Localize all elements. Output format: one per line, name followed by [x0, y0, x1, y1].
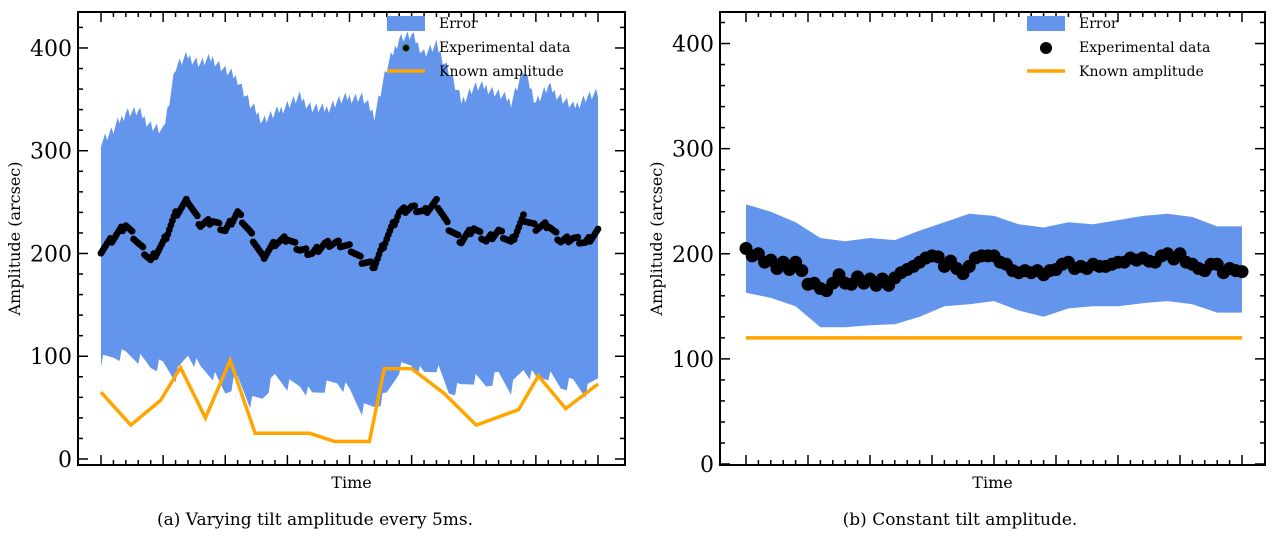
- legend-swatch-error: [387, 16, 425, 31]
- legend-label-data: Experimental data: [439, 40, 570, 56]
- known-amplitude-line: [99, 355, 600, 444]
- data-point: [139, 243, 147, 251]
- y-tick-label: 300: [30, 140, 72, 165]
- data-point: [443, 218, 451, 226]
- data-point: [302, 245, 310, 253]
- data-point: [346, 241, 353, 248]
- data-point: [248, 229, 256, 237]
- data-point: [476, 228, 484, 236]
- error-band: [746, 204, 1242, 328]
- y-tick-label: 0: [700, 453, 714, 478]
- legend: Error Experimental data Known amplitude: [387, 16, 570, 80]
- x-axis-title: Time: [331, 473, 371, 492]
- data-point: [574, 233, 582, 241]
- data-point: [530, 220, 538, 228]
- legend-label-error: Error: [439, 16, 478, 32]
- y-tick-label: 100: [30, 345, 72, 370]
- experimental-data-points: [97, 195, 602, 272]
- y-axis-title: Amplitude (arcsec): [647, 161, 666, 316]
- caption-b: (b) Constant tilt amplitude.: [842, 510, 1078, 530]
- experimental-data-points: [739, 242, 1249, 298]
- data-point: [931, 250, 945, 264]
- y-tick-label: 400: [30, 37, 72, 62]
- axes-frame: [77, 11, 626, 466]
- data-point: [128, 227, 136, 235]
- data-point: [1235, 265, 1249, 279]
- axes-frame: [719, 11, 1266, 466]
- legend-swatch-error: [1027, 16, 1065, 31]
- data-point: [291, 239, 299, 246]
- data-point: [552, 228, 560, 236]
- data-point: [357, 252, 364, 260]
- y-tick-label: 200: [30, 242, 72, 267]
- y-tick-label: 200: [672, 243, 714, 268]
- error-band: [101, 31, 598, 416]
- data-point: [594, 225, 602, 233]
- data-point: [193, 212, 201, 220]
- data-point: [520, 211, 527, 219]
- legend-label-known: Known amplitude: [1079, 64, 1204, 80]
- x-axis-title: Time: [972, 473, 1012, 492]
- data-point: [215, 219, 223, 227]
- y-tick-label: 300: [672, 138, 714, 163]
- data-point: [454, 231, 462, 239]
- y-axis-title: Amplitude (arcsec): [5, 161, 24, 316]
- legend-marker-data: [1040, 42, 1052, 54]
- data-point: [411, 202, 419, 210]
- legend-label-known: Known amplitude: [439, 64, 564, 80]
- legend-label-data: Experimental data: [1079, 40, 1210, 56]
- y-tick-label: 100: [672, 348, 714, 373]
- y-tick-label: 400: [672, 33, 714, 58]
- legend: Error Experimental data Known amplitude: [1027, 16, 1210, 80]
- data-point: [795, 264, 809, 278]
- legend-label-error: Error: [1079, 16, 1118, 32]
- panel-a: 0 100 200 300 400 Time Amplitude (arcsec) Error…: [5, 11, 626, 492]
- caption-a: (a) Varying tilt amplitude every 5ms.: [156, 510, 474, 530]
- data-point: [433, 195, 440, 203]
- y-tick-label: 0: [58, 448, 72, 473]
- legend-marker-data: [402, 44, 410, 52]
- data-point: [335, 237, 342, 245]
- data-point: [237, 211, 245, 219]
- panel-b: 0 100 200 300 400 Time Amplitude (arcsec) Error…: [647, 11, 1266, 492]
- data-point: [498, 227, 506, 235]
